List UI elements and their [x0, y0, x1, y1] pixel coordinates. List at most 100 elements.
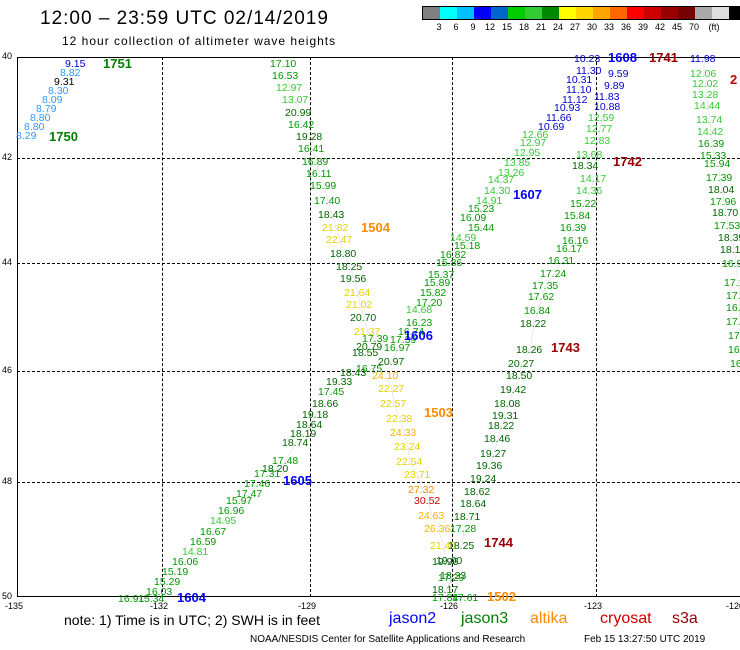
wave-height-value: 18.34 — [572, 160, 599, 172]
wave-height-value: 10.23 — [574, 53, 601, 65]
wave-height-value: 13.28 — [692, 89, 719, 101]
wave-height-value: 26.36 — [424, 523, 451, 535]
wave-height-value: 12.77 — [586, 123, 613, 135]
pass-number-label: 1608 — [608, 50, 637, 65]
longitude-gridline — [310, 57, 311, 597]
colorbar-tick-label: 70 — [688, 22, 700, 32]
wave-height-value: 16.41 — [298, 143, 325, 155]
wave-height-value: 16.8 — [728, 344, 740, 356]
colorbar-tick-label: 36 — [620, 22, 632, 32]
wave-height-value: 12.97 — [276, 82, 303, 94]
satellite-legend-cryosat: cryosat — [600, 610, 652, 627]
wave-height-value: 19.56 — [340, 273, 367, 285]
generation-timestamp: Feb 15 13:27:50 UTC 2019 — [584, 634, 706, 645]
wave-height-value: 17.96 — [710, 196, 737, 208]
wave-height-value: 21.45 — [430, 540, 457, 552]
longitude-label: -126 — [440, 601, 459, 611]
wave-height-value: 12.95 — [514, 147, 541, 159]
wave-height-value: 9.59 — [608, 68, 629, 80]
wave-height-value: 14.68 — [406, 304, 433, 316]
wave-height-value: 15.18 — [454, 240, 481, 252]
wave-height-value: 30.52 — [414, 495, 441, 507]
wave-height-value: 16.39 — [560, 222, 587, 234]
wave-height-value: 17.4 — [726, 316, 740, 328]
wave-height-value: 10.93 — [554, 102, 581, 114]
wave-height-value: 14.42 — [697, 126, 724, 138]
wave-height-value: 20.70 — [350, 312, 377, 324]
wave-height-value: 22.27 — [378, 383, 405, 395]
wave-height-value: 16.1 — [730, 358, 740, 370]
pass-number-label: 2 — [730, 72, 738, 87]
colorbar-swatch — [457, 7, 474, 19]
colorbar-swatch — [440, 7, 457, 19]
wave-height-value: 19.27 — [480, 448, 507, 460]
wave-height-value: 19.24 — [470, 473, 497, 485]
longitude-label: -135 — [5, 601, 24, 611]
page-title: 12:00 – 23:59 UTC 02/14/2019 — [40, 8, 329, 29]
pass-number-label: 1604 — [177, 590, 206, 605]
wave-height-value: 12.02 — [692, 78, 719, 90]
wave-height-value: 17.39 — [706, 172, 733, 184]
wave-height-value: 19.18 — [302, 409, 329, 421]
wave-height-value: 17.35 — [532, 280, 559, 292]
wave-height-value: 24.10 — [372, 370, 399, 382]
wave-height-value: 21.37 — [354, 326, 381, 338]
latitude-label: 50 — [2, 591, 13, 601]
latitude-gridline — [17, 482, 740, 483]
wave-height-value: 15.82 — [420, 287, 447, 299]
latitude-label: 48 — [2, 476, 13, 486]
wave-height-value: 16.59 — [190, 536, 217, 548]
colorbar-swatch — [644, 7, 661, 19]
wave-height-value: 17.61 — [452, 592, 479, 604]
wave-height-value: 16.31 — [548, 255, 575, 267]
wave-height-value: 16.97 — [384, 342, 411, 354]
wave-height-value: 18.22 — [520, 318, 547, 330]
wave-height-value: 22.38 — [386, 413, 413, 425]
wave-height-value: 18.33 — [440, 570, 467, 582]
wave-height-value: 18.17 — [432, 584, 459, 596]
wave-height-value: 17.39 — [362, 333, 389, 345]
longitude-gridline — [596, 57, 597, 597]
wave-height-value: 18.39 — [718, 232, 740, 244]
pass-number-label: 1503 — [424, 405, 453, 420]
wave-height-value: 12.97 — [520, 137, 547, 149]
page-subtitle: 12 hour collection of altimeter wave hei… — [62, 34, 337, 48]
wave-height-value: 17.84 — [432, 592, 459, 604]
wave-height-value: 8.09 — [42, 94, 63, 106]
wave-height-value: 15.99 — [310, 180, 337, 192]
colorbar-tick-label: 3 — [436, 22, 442, 32]
wave-height-value: 15.89 — [424, 277, 451, 289]
wave-height-value: 18.08 — [494, 398, 521, 410]
wave-height-value: 20.99 — [285, 107, 312, 119]
wave-height-value: 18.04 — [708, 184, 735, 196]
wave-height-value: 9.15 — [65, 58, 86, 70]
wave-height-value: 15.29 — [154, 576, 181, 588]
pass-number-label: 1742 — [613, 154, 642, 169]
wave-height-value: 18.43 — [340, 367, 367, 379]
wave-height-value: 20.97 — [378, 356, 405, 368]
wave-height-value: 15.84 — [564, 210, 591, 222]
colorbar-tick-label: 12 — [484, 22, 496, 32]
wave-height-value: 11.98 — [690, 53, 716, 65]
wave-height-value: 17.62 — [528, 291, 555, 303]
wave-height-colorbar — [422, 6, 740, 20]
wave-height-value: 19.36 — [476, 460, 503, 472]
colorbar-tick-label: 45 — [671, 22, 683, 32]
wave-height-value: 18.50 — [506, 370, 533, 382]
wave-height-value: 10.31 — [566, 74, 593, 86]
wave-height-value: 16.91 — [118, 593, 145, 605]
colorbar-labels: 3 6 9 12 15 18 21 24 27 30 33 36 39 42 45 70 (ft) — [422, 22, 732, 34]
wave-height-value: 16.82 — [440, 249, 467, 261]
colorbar-tick-label: (ft) — [708, 22, 720, 32]
colorbar-swatch — [729, 7, 740, 19]
latitude-gridline — [17, 158, 740, 159]
wave-height-value: 16.74 — [398, 326, 425, 338]
colorbar-tick-label: 9 — [470, 22, 476, 32]
footer-note: note: 1) Time is in UTC; 2) SWH is in fe… — [64, 612, 320, 628]
wave-height-value: 16.16 — [562, 235, 589, 247]
longitude-label: -123 — [584, 601, 603, 611]
wave-height-value: 27.32 — [408, 484, 435, 496]
wave-height-value: 23.71 — [404, 469, 431, 481]
